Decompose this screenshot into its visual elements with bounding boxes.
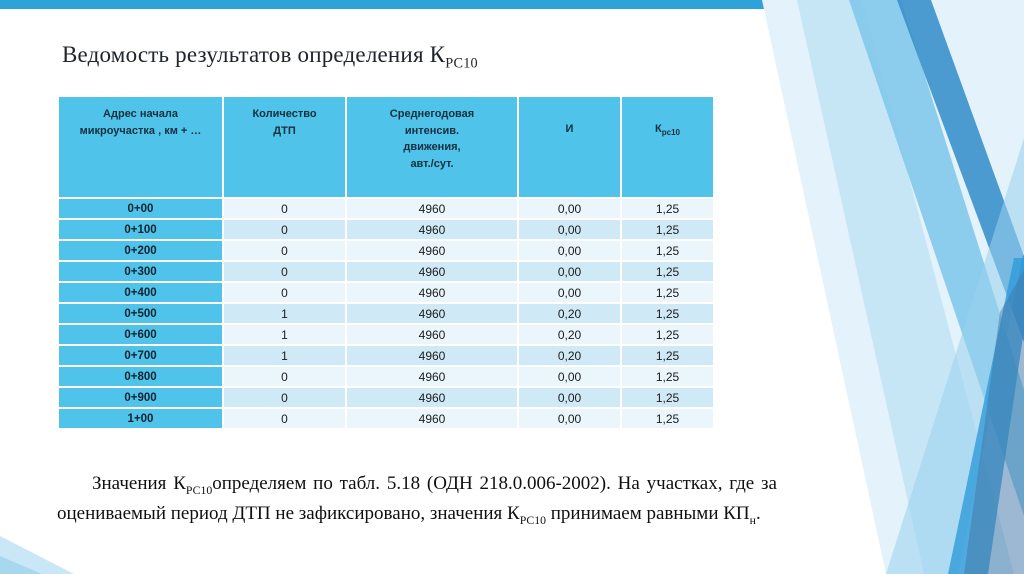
results-table: Адрес начала микроучастка , км + … Количес… [57,95,715,430]
data-cell: 0,20 [517,344,622,367]
data-cell: 1,25 [620,260,715,283]
data-cell: 4960 [345,197,519,220]
row-header-cell: 0+200 [57,239,224,262]
data-cell: 1,25 [620,302,715,325]
data-cell: 1,25 [620,344,715,367]
data-cell: 0,00 [517,281,622,304]
data-cell: 1,25 [620,239,715,262]
table-row: 0+300 0 4960 0,00 1,25 [57,260,715,283]
data-cell: 1 [222,344,347,367]
data-cell: 0,00 [517,386,622,409]
row-header-cell: 0+700 [57,344,224,367]
corner-accent [0,556,42,574]
column-header: Крс10 [620,95,715,199]
data-cell: 4960 [345,218,519,241]
column-header: Среднегодовая интенсив. движения, авт./сут. [345,95,519,199]
table-row: 0+100 0 4960 0,00 1,25 [57,218,715,241]
data-cell: 4960 [345,386,519,409]
table-row: 1+00 0 4960 0,00 1,25 [57,407,715,430]
data-cell: 0 [222,218,347,241]
table-row: 0+00 0 4960 0,00 1,25 [57,197,715,220]
table-row: 0+500 1 4960 0,20 1,25 [57,302,715,325]
table-row: 0+600 1 4960 0,20 1,25 [57,323,715,346]
row-header-cell: 0+00 [57,197,224,220]
table-row: 0+700 1 4960 0,20 1,25 [57,344,715,367]
data-cell: 0,00 [517,407,622,430]
column-header: Адрес начала микроучастка , км + … [57,95,224,199]
data-cell: 0 [222,239,347,262]
table-row: 0+900 0 4960 0,00 1,25 [57,386,715,409]
data-cell: 0 [222,281,347,304]
data-cell: 4960 [345,281,519,304]
data-cell: 1,25 [620,218,715,241]
data-cell: 1,25 [620,386,715,409]
column-header: Количество ДТП [222,95,347,199]
data-cell: 0 [222,407,347,430]
decorative-shape [886,138,1024,574]
data-cell: 4960 [345,260,519,283]
page-title: Ведомость результатов определения КРС10 [62,42,478,72]
note-paragraph: Значения КРС10определяем по табл. 5.18 (… [57,473,777,527]
table-header-row: Адрес начала микроучастка , км + … Количес… [57,95,715,199]
table-row: 0+800 0 4960 0,00 1,25 [57,365,715,388]
data-cell: 0,00 [517,218,622,241]
data-cell: 4960 [345,407,519,430]
data-cell: 0 [222,386,347,409]
data-cell: 4960 [345,239,519,262]
table-body: 0+00 0 4960 0,00 1,25 0+100 0 4960 0,00 1,25 0+200… [57,197,715,430]
data-cell: 4960 [345,323,519,346]
data-cell: 0 [222,197,347,220]
data-cell: 0,00 [517,365,622,388]
data-cell: 0,20 [517,302,622,325]
row-header-cell: 0+800 [57,365,224,388]
decorative-shape [948,258,1024,574]
data-cell: 1 [222,323,347,346]
data-cell: 0 [222,260,347,283]
row-header-cell: 0+600 [57,323,224,346]
data-cell: 1,25 [620,323,715,346]
data-cell: 0,00 [517,239,622,262]
row-header-cell: 0+900 [57,386,224,409]
data-cell: 4960 [345,365,519,388]
data-cell: 0 [222,365,347,388]
row-header-cell: 0+500 [57,302,224,325]
data-cell: 1,25 [620,407,715,430]
column-header: И [517,95,622,199]
row-header-cell: 0+400 [57,281,224,304]
row-header-cell: 0+300 [57,260,224,283]
data-cell: 1,25 [620,365,715,388]
row-header-cell: 1+00 [57,407,224,430]
data-cell: 0,00 [517,197,622,220]
top-bar-accent [0,0,806,9]
data-cell: 0,00 [517,260,622,283]
data-cell: 4960 [345,302,519,325]
row-header-cell: 0+100 [57,218,224,241]
table-row: 0+400 0 4960 0,00 1,25 [57,281,715,304]
data-cell: 1,25 [620,281,715,304]
decorative-shape [964,270,1024,574]
data-cell: 1,25 [620,197,715,220]
table-header: Адрес начала микроучастка , км + … Количес… [57,95,715,199]
data-cell: 1 [222,302,347,325]
data-cell: 0,20 [517,323,622,346]
data-cell: 4960 [345,344,519,367]
table-row: 0+200 0 4960 0,00 1,25 [57,239,715,262]
